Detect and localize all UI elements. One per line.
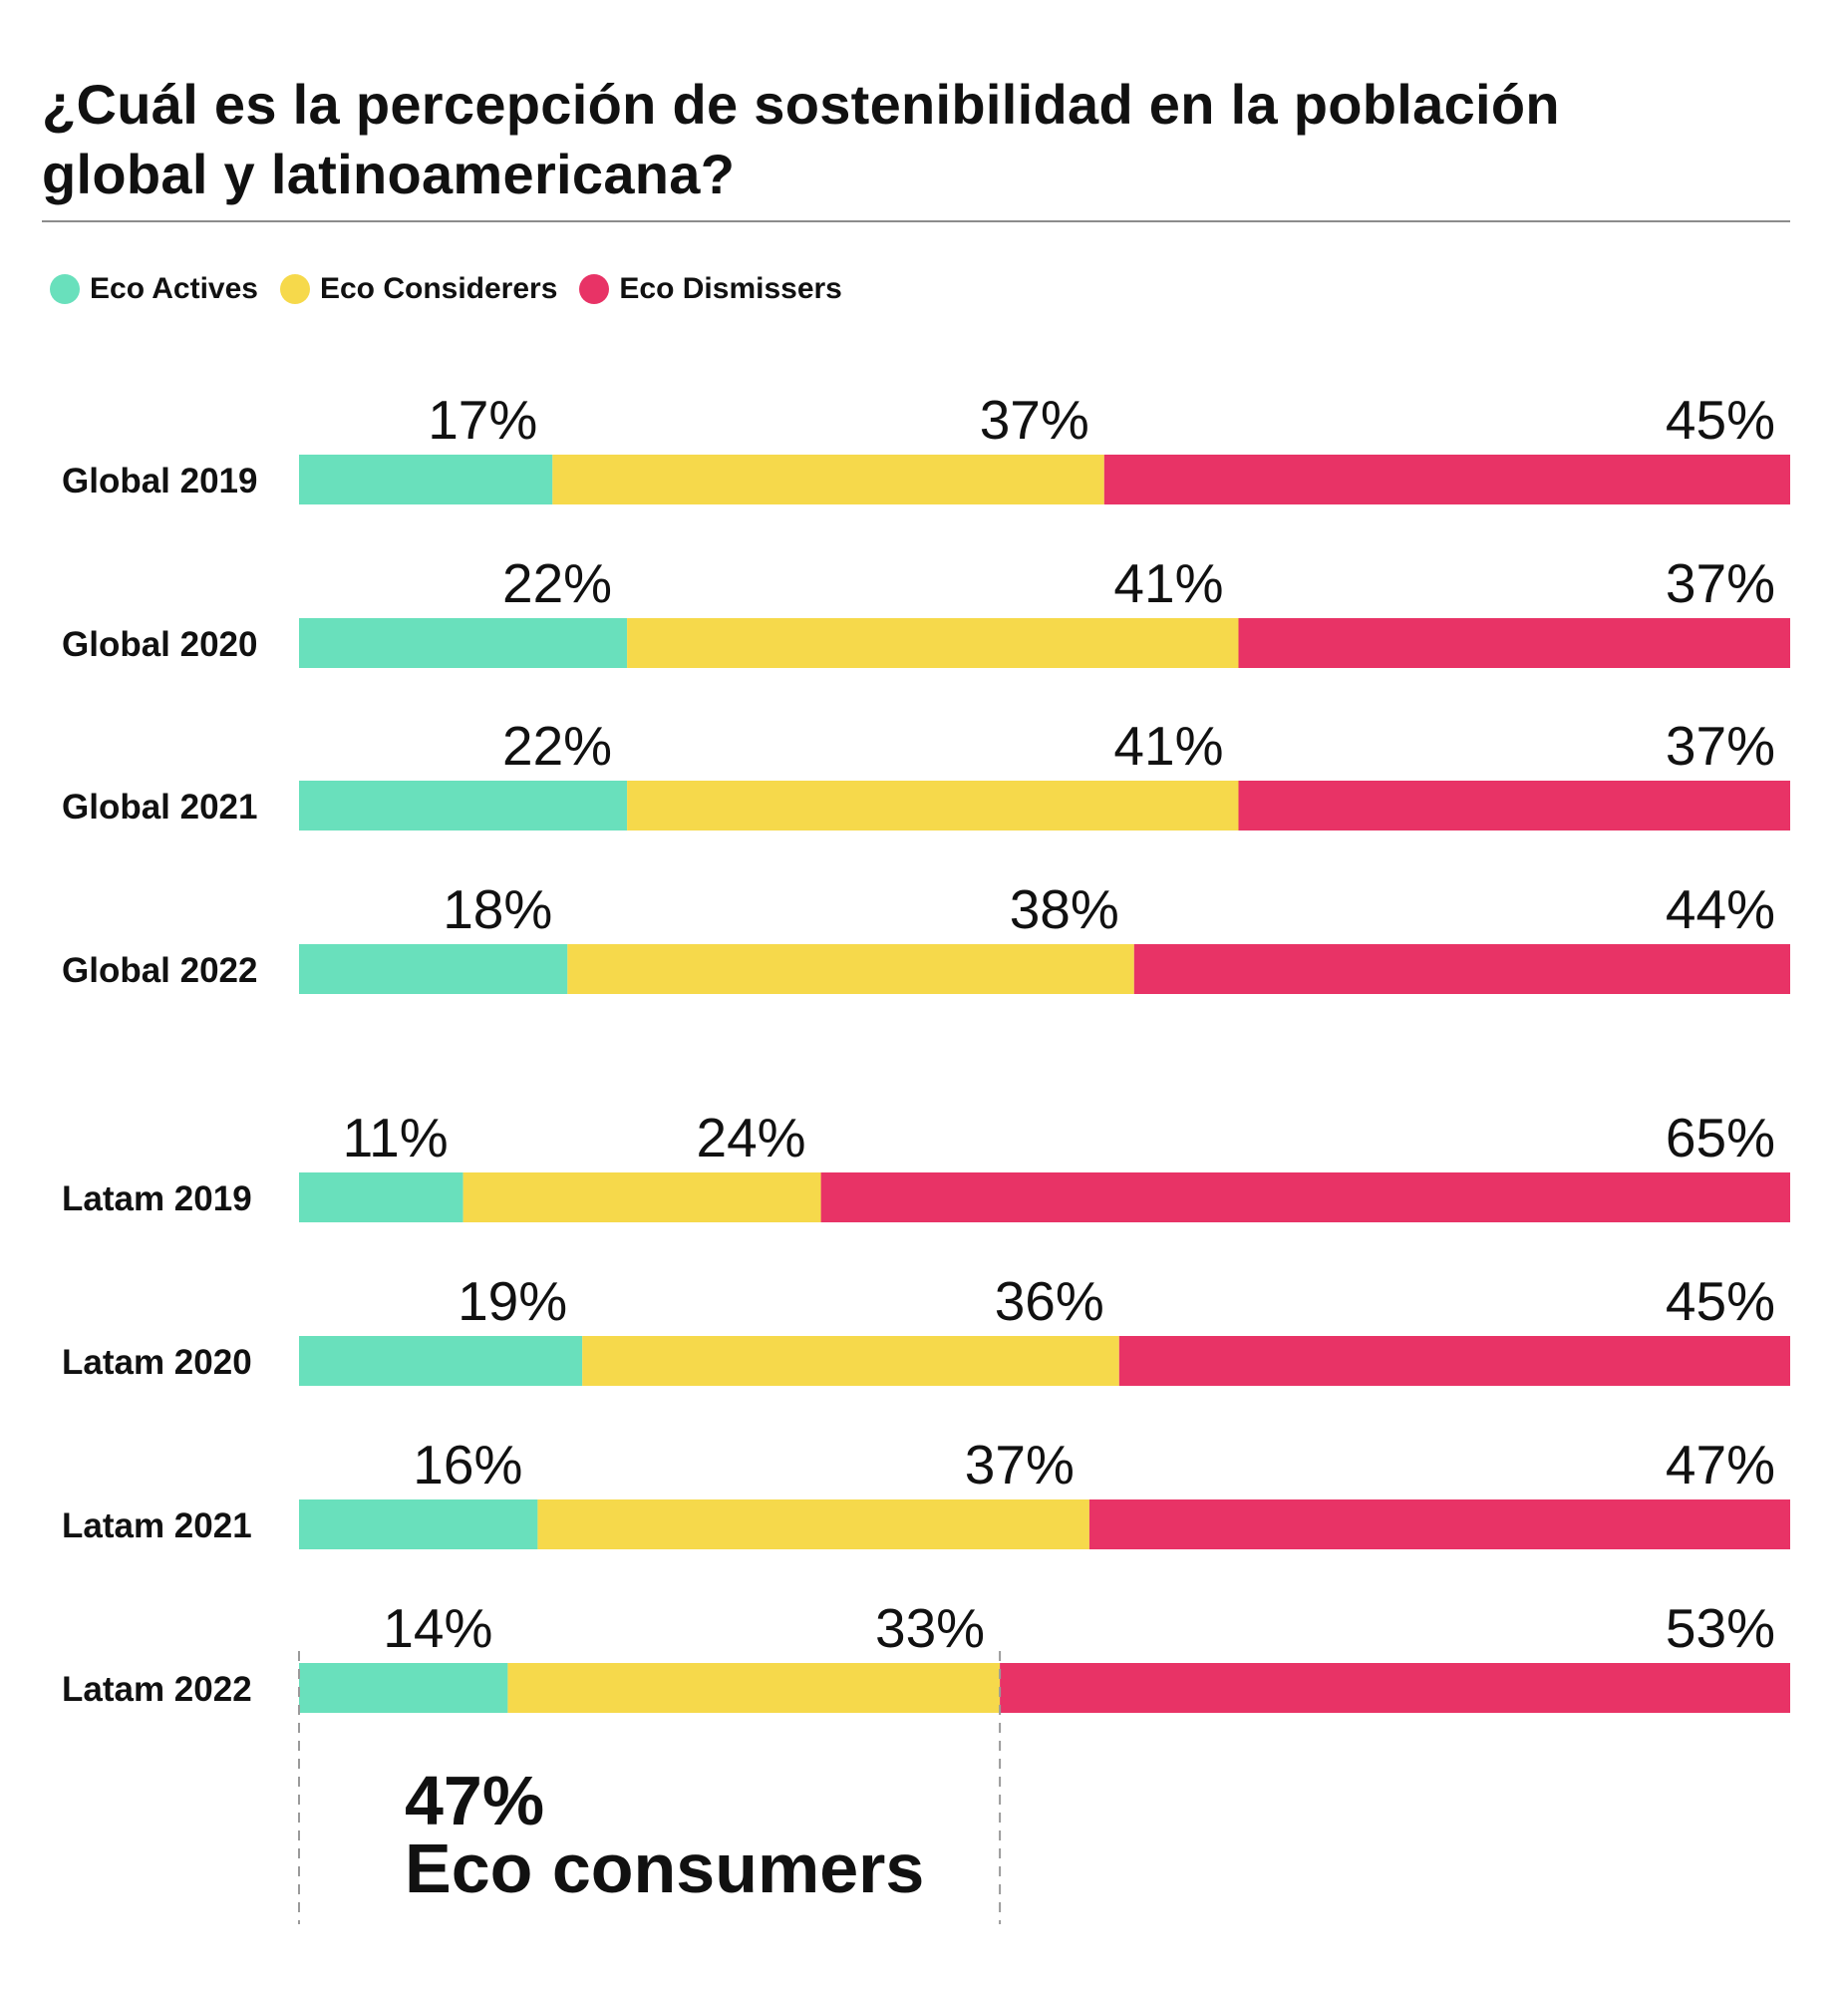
category-label-global-2021: Global 2021 xyxy=(62,788,257,827)
data-label-global-2019-eco-dismissers: 45% xyxy=(1666,389,1775,451)
category-label-global-2020: Global 2020 xyxy=(62,625,257,664)
chart-title: ¿Cuál es la percepción de sostenibilidad… xyxy=(42,73,1560,205)
data-label-latam-2019-eco-considerers: 24% xyxy=(697,1107,806,1168)
bar-segment-global-2019-eco-dismissers xyxy=(1103,455,1790,504)
legend-item-eco-actives: Eco Actives xyxy=(50,272,258,306)
data-label-latam-2020-eco-actives: 19% xyxy=(458,1270,567,1332)
data-label-global-2020-eco-considerers: 41% xyxy=(1113,552,1223,614)
annotation-text: Eco consumers xyxy=(405,1829,924,1907)
category-label-global-2022: Global 2022 xyxy=(62,951,257,990)
bar-segment-global-2022-eco-dismissers xyxy=(1133,944,1790,994)
legend-item-eco-dismissers: Eco Dismissers xyxy=(579,272,842,306)
bar-segment-global-2020-eco-actives xyxy=(299,618,628,668)
bar-segment-latam-2020-eco-actives xyxy=(299,1336,583,1386)
bar-segment-global-2019-eco-actives xyxy=(299,455,553,504)
legend-label-eco-dismissers: Eco Dismissers xyxy=(619,272,842,305)
category-label-latam-2022: Latam 2022 xyxy=(62,1670,252,1709)
annotation-value: 47% xyxy=(405,1762,544,1839)
bar-segment-latam-2021-eco-actives xyxy=(299,1499,538,1549)
bar-segment-latam-2019-eco-considerers xyxy=(462,1172,821,1222)
bar-segment-latam-2022-eco-considerers xyxy=(507,1663,1001,1713)
bar-segment-latam-2019-eco-dismissers xyxy=(820,1172,1790,1222)
legend-swatch-eco-actives xyxy=(50,274,80,304)
bar-segment-global-2021-eco-dismissers xyxy=(1238,781,1790,831)
bar-segment-global-2022-eco-considerers xyxy=(567,944,1134,994)
data-label-latam-2020-eco-considerers: 36% xyxy=(995,1270,1104,1332)
legend-label-eco-actives: Eco Actives xyxy=(90,272,258,305)
data-label-latam-2021-eco-dismissers: 47% xyxy=(1666,1434,1775,1496)
data-label-global-2021-eco-considerers: 41% xyxy=(1113,715,1223,777)
category-label-latam-2020: Latam 2020 xyxy=(62,1343,252,1382)
bar-segment-latam-2022-eco-dismissers xyxy=(1000,1663,1790,1713)
legend-swatch-eco-considerers xyxy=(279,274,310,304)
data-label-global-2020-eco-dismissers: 37% xyxy=(1666,552,1775,614)
data-label-global-2022-eco-dismissers: 44% xyxy=(1666,878,1775,940)
data-label-latam-2019-eco-dismissers: 65% xyxy=(1666,1107,1775,1168)
data-label-global-2020-eco-actives: 22% xyxy=(502,552,612,614)
bar-segment-global-2022-eco-actives xyxy=(299,944,568,994)
category-label-latam-2019: Latam 2019 xyxy=(62,1179,252,1218)
data-label-global-2021-eco-actives: 22% xyxy=(502,715,612,777)
bar-segment-global-2021-eco-actives xyxy=(299,781,628,831)
legend: Eco Actives Eco Considerers Eco Dismisse… xyxy=(50,269,864,309)
data-label-global-2022-eco-actives: 18% xyxy=(443,878,552,940)
bar-segment-global-2021-eco-considerers xyxy=(627,781,1239,831)
bar-segment-global-2019-eco-considerers xyxy=(552,455,1104,504)
data-label-latam-2021-eco-actives: 16% xyxy=(413,1434,522,1496)
data-label-global-2019-eco-considerers: 37% xyxy=(980,389,1089,451)
data-label-global-2021-eco-dismissers: 37% xyxy=(1666,715,1775,777)
legend-item-eco-considerers: Eco Considerers xyxy=(279,272,558,306)
data-label-latam-2022-eco-actives: 14% xyxy=(383,1597,492,1659)
data-label-latam-2022-eco-considerers: 33% xyxy=(875,1597,985,1659)
bar-segment-latam-2020-eco-considerers xyxy=(582,1336,1119,1386)
category-label-global-2019: Global 2019 xyxy=(62,462,257,500)
legend-label-eco-considerers: Eco Considerers xyxy=(319,272,558,305)
category-label-latam-2021: Latam 2021 xyxy=(62,1506,252,1545)
bar-segment-latam-2021-eco-considerers xyxy=(537,1499,1089,1549)
data-label-global-2022-eco-considerers: 38% xyxy=(1010,878,1119,940)
data-label-latam-2022-eco-dismissers: 53% xyxy=(1666,1597,1775,1659)
bar-segment-global-2020-eco-considerers xyxy=(627,618,1239,668)
data-label-latam-2019-eco-actives: 11% xyxy=(343,1107,449,1168)
data-label-latam-2021-eco-considerers: 37% xyxy=(965,1434,1075,1496)
data-label-global-2019-eco-actives: 17% xyxy=(428,389,537,451)
bar-segment-global-2020-eco-dismissers xyxy=(1238,618,1790,668)
bar-segment-latam-2019-eco-actives xyxy=(299,1172,463,1222)
legend-swatch-eco-dismissers xyxy=(579,274,610,304)
bar-segment-latam-2021-eco-dismissers xyxy=(1088,1499,1790,1549)
bar-segment-latam-2022-eco-actives xyxy=(299,1663,508,1713)
data-label-latam-2020-eco-dismissers: 45% xyxy=(1666,1270,1775,1332)
bar-segment-latam-2020-eco-dismissers xyxy=(1118,1336,1790,1386)
title-divider xyxy=(42,220,1790,222)
